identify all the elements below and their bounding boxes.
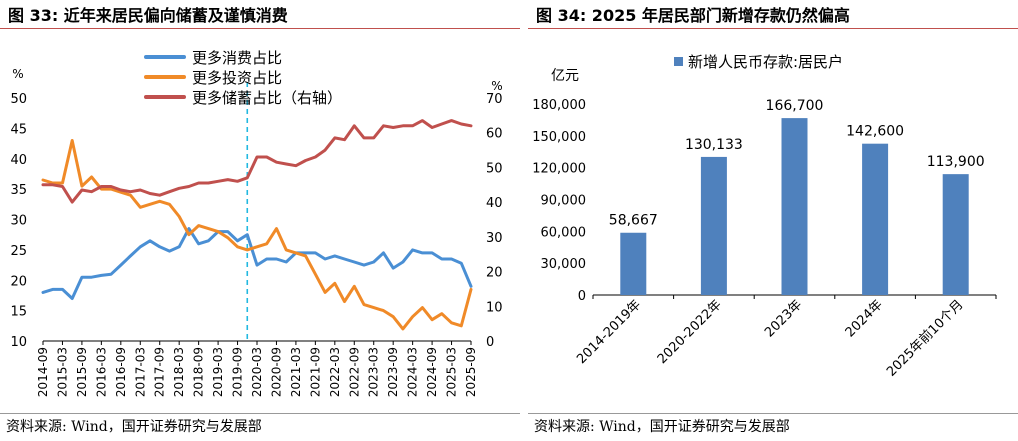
x-tick-label: 2019-09	[231, 347, 245, 397]
x-tick-label: 2025-09	[464, 347, 478, 397]
right-source-rule	[528, 413, 1018, 414]
legend-label: 新增人民币存款:居民户	[688, 53, 843, 71]
x-tick-label: 2024-03	[406, 347, 420, 397]
left-y-tick-label: 50	[10, 92, 27, 107]
bar-3	[781, 118, 808, 295]
left-y-tick-label: 20	[10, 274, 27, 289]
bar-value-label: 130,133	[685, 137, 743, 153]
left-axis-unit: %	[12, 67, 23, 81]
left-y-tick-label: 10	[10, 335, 27, 350]
left-source-rule	[0, 413, 520, 414]
left-y-tick-label: 45	[10, 122, 27, 137]
left-figure-title: 图 33: 近年来居民偏向储蓄及谨慎消费	[8, 6, 288, 25]
x-category-label: 2025年前10个月	[883, 297, 966, 380]
left-y-tick-label: 35	[10, 183, 27, 198]
left-y-tick-label: 30	[10, 214, 27, 229]
x-tick-label: 2024-09	[425, 347, 439, 397]
right-bar-chart: 亿元 0 30,000 60,000 90,000 120,000 150,000 180,0…	[532, 53, 997, 380]
x-tick-label: 2014-09	[36, 347, 50, 397]
bar-2	[700, 156, 727, 295]
right-y-tick-label: 10	[486, 300, 503, 315]
series-line-2	[41, 139, 473, 331]
x-tick-label: 2023-03	[367, 347, 381, 397]
legend-label-3: 更多储蓄占比（右轴）	[192, 89, 342, 107]
x-tick-label: 2021-09	[308, 347, 322, 397]
bar-value-label: 113,900	[927, 154, 985, 170]
x-tick-label: 2017-03	[133, 347, 147, 397]
right-y-tick-label: 40	[486, 196, 503, 211]
legend-label-1: 更多消费占比	[192, 49, 282, 67]
y-axis-unit: 亿元	[551, 68, 579, 84]
right-title-rule	[528, 28, 1018, 29]
right-axis-unit: %	[491, 79, 502, 93]
y-tick-label: 180,000	[532, 98, 586, 113]
x-tick-label: 2016-03	[94, 347, 108, 397]
x-tick-label: 2016-09	[114, 347, 128, 397]
right-y-tick-label: 60	[486, 127, 503, 142]
x-category-label: 2023年	[762, 297, 805, 340]
x-tick-label: 2018-03	[172, 347, 186, 397]
left-y-tick-label: 15	[10, 305, 27, 320]
series-line-3	[41, 119, 473, 204]
left-y-tick-label: 40	[10, 153, 27, 168]
x-tick-label: 2017-09	[153, 347, 167, 397]
bar-value-label: 58,667	[609, 213, 658, 229]
x-category-label: 2024年	[843, 297, 886, 340]
x-category-label: 2020-2022年	[655, 297, 725, 367]
x-category-label: 2014-2019年	[574, 297, 644, 367]
right-figure-title: 图 34: 2025 年居民部门新增存款仍然偏高	[536, 6, 850, 25]
bar-value-label: 166,700	[766, 98, 824, 114]
x-tick-label: 2023-09	[386, 347, 400, 397]
x-tick-label: 2022-03	[328, 347, 342, 397]
left-title-rule	[0, 28, 520, 29]
legend-label-2: 更多投资占比	[192, 69, 282, 87]
x-tick-label: 2022-09	[347, 347, 361, 397]
right-source-note: 资料来源: Wind，国开证券研究与发展部	[534, 419, 790, 435]
bar-1	[620, 232, 647, 295]
y-tick-label: 90,000	[541, 194, 587, 209]
series-line-1	[41, 227, 473, 300]
left-y-tick-label: 25	[10, 244, 27, 259]
x-tick-label: 2015-09	[75, 347, 89, 397]
right-y-tick-label: 50	[486, 161, 503, 176]
right-y-tick-label: 20	[486, 266, 503, 281]
x-tick-label: 2025-03	[445, 347, 459, 397]
right-figure-panel: 图 34: 2025 年居民部门新增存款仍然偏高 亿元 0 30,000 60,000…	[528, 0, 1018, 441]
x-tick-label: 2018-09	[192, 347, 206, 397]
x-tick-label: 2020-03	[250, 347, 264, 397]
y-tick-label: 150,000	[532, 130, 586, 145]
bar-value-label: 142,600	[846, 124, 904, 140]
x-tick-label: 2020-09	[269, 347, 283, 397]
y-tick-label: 30,000	[541, 257, 587, 272]
x-tick-label: 2019-03	[211, 347, 225, 397]
right-y-tick-label: 30	[486, 231, 503, 246]
right-y-tick-label: 0	[486, 335, 494, 350]
y-tick-label: 0	[578, 289, 586, 304]
left-source-note: 资料来源: Wind，国开证券研究与发展部	[6, 419, 262, 435]
bar-5	[942, 174, 969, 295]
y-tick-label: 120,000	[532, 162, 586, 177]
left-line-chart: %% 10 15 20 25 30 35 40 45 50 0 10 20 30 40 50 60 70 2014-…	[10, 49, 503, 397]
legend-swatch	[674, 57, 683, 66]
y-tick-label: 60,000	[541, 225, 587, 240]
bar-4	[862, 143, 889, 295]
x-tick-label: 2021-03	[289, 347, 303, 397]
left-figure-panel: 图 33: 近年来居民偏向储蓄及谨慎消费 %% 10 15 20 25 30 35 40 45 5…	[0, 6, 520, 435]
x-tick-label: 2015-03	[55, 347, 69, 397]
right-y-tick-label: 70	[486, 92, 503, 107]
